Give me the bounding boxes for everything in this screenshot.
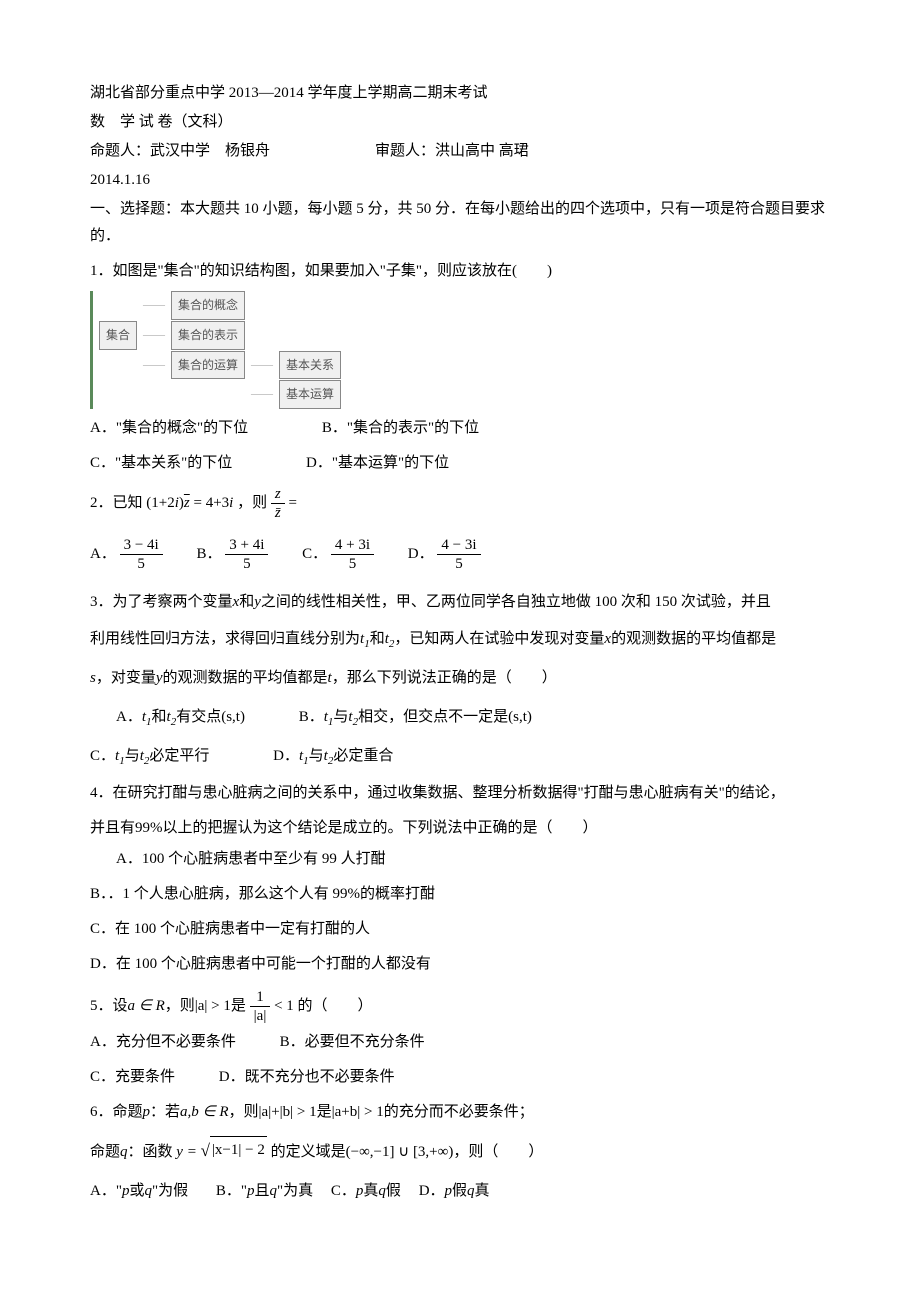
q5-optC: C．充要条件 (90, 1064, 175, 1091)
q4-optA: A．100 个心脏病患者中至少有 99 人打酣 (116, 846, 830, 873)
q6-p2: 命题q：函数 y = |x−1| − 2 的定义域是(−∞,−1] ∪ [3,+… (90, 1136, 830, 1167)
exam-date: 2014.1.16 (90, 167, 830, 194)
q3-p2: 利用线性回归方法，求得回归直线分别为t1和t2，已知两人在试验中发现对变量x的观… (90, 626, 830, 655)
diagram-node-root: 集合 (99, 321, 137, 350)
q6-options: A．"p或q"为假 B．"p且q"为真 C．p真q假 D．p假q真 (90, 1178, 830, 1205)
sqrt-expr: |x−1| − 2 (201, 1136, 267, 1167)
q5-optB: B．必要但不充分条件 (280, 1029, 425, 1056)
q3-p3: s，对变量y的观测数据的平均值都是t，那么下列说法正确的是（ ） (90, 665, 830, 692)
q1-options-row2: C．"基本关系"的下位 D．"基本运算"的下位 (90, 450, 830, 477)
q2-frac: z z̄ (271, 485, 285, 522)
q1-stem: 1．如图是"集合"的知识结构图，如果要加入"子集"，则应该放在( ) (90, 258, 830, 285)
q3-opt-row2: C．t1与t2必定平行 D．t1与t2必定重合 (90, 743, 830, 772)
q1-options-row1: A．"集合的概念"的下位 B．"集合的表示"的下位 (90, 415, 830, 442)
q4-p2: 并且有99%以上的把握认为这个结论是成立的。下列说法中正确的是（ ） (90, 815, 830, 842)
q4-optB: B．．1 个人患心脏病，那么这个人有 99%的概率打酣 (90, 881, 830, 908)
q5-optD: D．既不充分也不必要条件 (219, 1064, 395, 1091)
q1-diagram: 集合 —— 集合的概念 集合 —— 集合的表示 集合 —— 集合的运算 —— 基… (90, 291, 830, 409)
q5-opt-row1: A．充分但不必要条件 B．必要但不充分条件 (90, 1029, 830, 1056)
q1-optC: C．"基本关系"的下位 (90, 450, 232, 477)
q1-optB: B．"集合的表示"的下位 (322, 415, 479, 442)
q2-options: A． 3 − 4i5 B． 3 + 4i5 C． 4 + 3i5 D． 4 − … (90, 536, 830, 573)
exam-subject: 数 学 试 卷（文科） (90, 109, 830, 136)
diagram-node-c2: 基本运算 (279, 380, 341, 409)
q5-opt-row2: C．充要条件 D．既不充分也不必要条件 (90, 1064, 830, 1091)
diagram-node-b1: 集合的概念 (171, 291, 245, 320)
exam-authors: 命题人：武汉中学 杨银舟 审题人：洪山高中 高珺 (90, 138, 830, 165)
q3-opt-row1: A．t1和t2有交点(s,t) B．t1与t2相交，但交点不一定是(s,t) (116, 704, 830, 733)
q2-stem: 2．已知 (1+2i)z = 4+3i ，则 z z̄ = (90, 485, 830, 522)
diagram-node-b2: 集合的表示 (171, 321, 245, 350)
exam-title: 湖北省部分重点中学 2013—2014 学年度上学期高二期末考试 (90, 80, 830, 107)
section-heading: 一、选择题：本大题共 10 小题，每小题 5 分，共 50 分．在每小题给出的四… (90, 196, 830, 250)
q3-p1: 3．为了考察两个变量x和y之间的线性相关性，甲、乙两位同学各自独立地做 100 … (90, 589, 830, 616)
q4-optD: D．在 100 个心脏病患者中可能一个打酣的人都没有 (90, 951, 830, 978)
q4-p1: 4．在研究打酣与患心脏病之间的关系中，通过收集数据、整理分析数据得"打酣与患心脏… (90, 780, 830, 807)
q1-optA: A．"集合的概念"的下位 (90, 415, 248, 442)
q5-stem: 5．设a ∈ R，则|a| > 1是 1|a| < 1 的（ ） (90, 988, 830, 1025)
q1-optD: D．"基本运算"的下位 (306, 450, 449, 477)
q5-optA: A．充分但不必要条件 (90, 1029, 236, 1056)
q4-optC: C．在 100 个心脏病患者中一定有打酣的人 (90, 916, 830, 943)
q6-p1: 6．命题p：若a,b ∈ R，则|a|+|b| > 1是|a+b| > 1的充分… (90, 1099, 830, 1126)
diagram-node-b3: 集合的运算 (171, 351, 245, 380)
diagram-node-c1: 基本关系 (279, 351, 341, 380)
